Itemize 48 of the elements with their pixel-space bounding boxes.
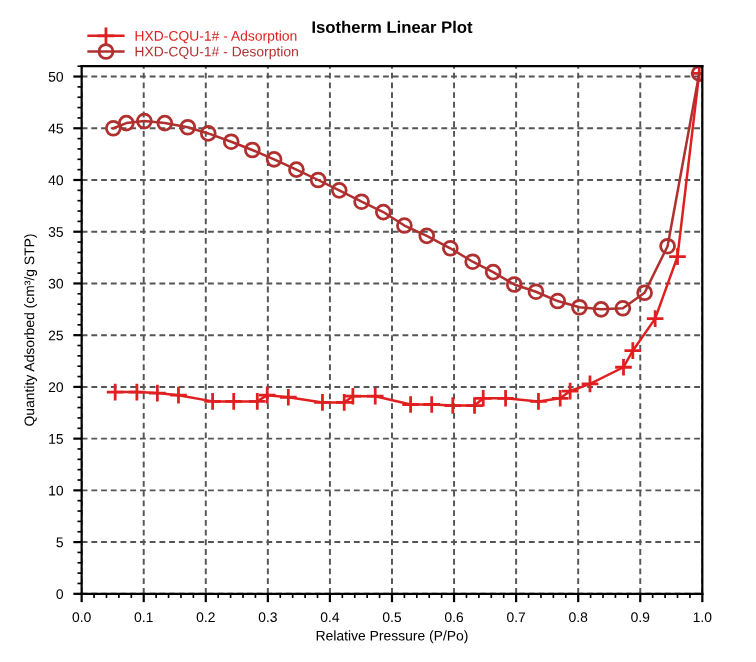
point [127, 382, 147, 402]
point [104, 119, 122, 137]
point [418, 227, 436, 245]
point [442, 239, 459, 257]
point [136, 112, 153, 130]
chart-title: Isotherm Linear Plot [312, 20, 473, 34]
point [168, 385, 189, 405]
point [396, 217, 413, 234]
point [202, 391, 223, 412]
point [330, 182, 348, 199]
point [495, 388, 516, 409]
point [528, 391, 549, 412]
point [400, 394, 421, 415]
point [645, 308, 665, 329]
point [278, 387, 299, 407]
point [288, 161, 305, 178]
point [464, 253, 482, 271]
point [592, 300, 610, 318]
point [443, 395, 463, 416]
point [484, 263, 502, 281]
point [580, 374, 600, 394]
point [223, 391, 244, 412]
point [244, 141, 261, 159]
point [549, 292, 567, 310]
point [421, 394, 442, 415]
point [614, 299, 632, 317]
point [365, 386, 385, 406]
point [118, 114, 135, 132]
point [374, 203, 392, 221]
point [312, 392, 333, 413]
point [636, 284, 653, 302]
point [527, 283, 545, 301]
point [667, 246, 688, 267]
point [623, 340, 643, 361]
point [505, 276, 523, 293]
point [353, 193, 370, 211]
point [105, 382, 125, 402]
point [147, 383, 168, 403]
point [659, 237, 676, 255]
point [571, 298, 588, 316]
point [179, 118, 197, 136]
point [613, 357, 634, 377]
point [464, 395, 485, 416]
point [199, 125, 217, 142]
point [265, 150, 283, 168]
point [156, 114, 174, 132]
point [309, 171, 327, 189]
point [222, 133, 240, 151]
